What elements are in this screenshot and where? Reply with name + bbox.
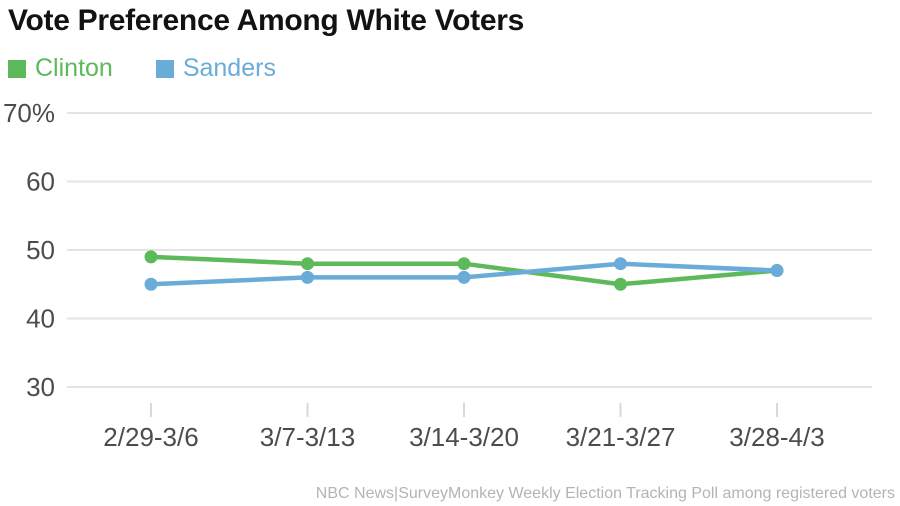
legend-label-clinton: Clinton xyxy=(35,54,113,82)
data-point-clinton xyxy=(457,257,471,271)
data-point-sanders xyxy=(614,257,627,271)
legend-item-sanders: Sanders xyxy=(155,54,276,83)
y-axis-label: 40 xyxy=(26,304,55,334)
data-point-clinton xyxy=(144,250,158,264)
source-note: NBC News|SurveyMonkey Weekly Election Tr… xyxy=(315,485,895,502)
sanders-swatch-icon xyxy=(155,59,174,78)
x-axis-label: 3/14-3/20 xyxy=(409,422,519,452)
data-point-sanders xyxy=(457,270,471,284)
clinton-swatch-icon xyxy=(8,59,26,78)
legend-item-clinton: Clinton xyxy=(8,54,113,83)
y-axis-label: 60 xyxy=(26,167,55,197)
data-point-clinton xyxy=(301,257,314,271)
x-axis-label: 2/29-3/6 xyxy=(103,422,198,452)
y-axis-label: 30 xyxy=(26,372,55,402)
legend-label-sanders: Sanders xyxy=(182,54,276,82)
y-axis-label: 70% xyxy=(3,98,55,128)
chart-title: Vote Preference Among White Voters xyxy=(8,4,525,37)
data-point-sanders xyxy=(301,270,314,284)
data-point-sanders xyxy=(770,264,784,278)
y-axis-label: 50 xyxy=(26,235,55,265)
x-axis-label: 3/21-3/27 xyxy=(566,422,676,452)
data-point-sanders xyxy=(144,277,158,291)
data-point-clinton xyxy=(614,277,627,291)
legend: Clinton Sanders xyxy=(8,54,276,83)
x-axis-label: 3/7-3/13 xyxy=(260,422,355,452)
x-axis-label: 3/28-4/3 xyxy=(729,422,824,452)
